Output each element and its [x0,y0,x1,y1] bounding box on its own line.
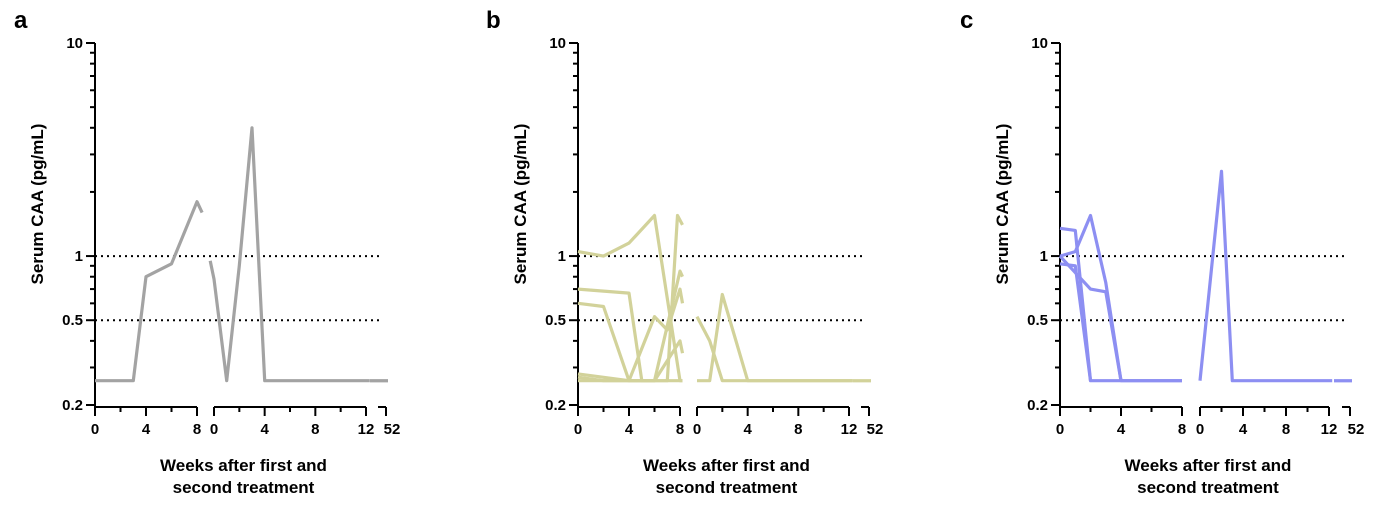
x-axis-label: Weeks after first and [160,456,327,475]
x-tick-label: 0 [1196,421,1204,438]
y-tick-label: 0.5 [1027,312,1048,329]
series-line [95,200,204,383]
x-axis-label: Weeks after first and [1125,456,1292,475]
x-tick-label: 52 [1348,421,1365,438]
y-tick-label: 10 [66,35,83,52]
x-tick-label: 4 [743,421,752,438]
series-line [1058,255,1123,381]
x-tick-label: 4 [142,421,151,438]
y-tick-label: 0.5 [545,312,566,329]
x-tick-label: 8 [794,421,802,438]
x-tick-label: 4 [260,421,269,438]
x-tick-label: 0 [574,421,582,438]
y-axis-label: Serum CAA (pg/mL) [28,124,47,285]
panel-label: c [960,7,973,34]
x-tick-label: 8 [311,421,319,438]
x-tick-label: 4 [1239,421,1248,438]
x-tick-label: 12 [841,421,858,438]
x-tick-label: 52 [867,421,884,438]
x-tick-label: 8 [1282,421,1290,438]
x-tick-label: 0 [91,421,99,438]
panel-label: b [486,7,501,34]
x-tick-label: 0 [210,421,218,438]
panel-label: a [14,7,28,34]
x-axis-label: second treatment [1137,478,1279,497]
y-axis-label: Serum CAA (pg/mL) [993,124,1012,285]
x-tick-label: 4 [1117,421,1126,438]
x-tick-label: 8 [1178,421,1186,438]
y-tick-label: 1 [75,248,83,265]
x-tick-label: 52 [384,421,401,438]
y-axis-label: Serum CAA (pg/mL) [511,124,530,285]
series-line [695,315,853,383]
x-tick-label: 4 [625,421,634,438]
y-tick-label: 0.2 [545,397,566,414]
series-line [1059,262,1093,381]
x-tick-label: 0 [1056,421,1064,438]
series-line [208,126,370,383]
y-tick-label: 0.2 [62,397,83,414]
x-tick-label: 8 [193,421,201,438]
x-tick-label: 12 [1321,421,1338,438]
x-tick-label: 12 [358,421,375,438]
series-line [697,292,853,383]
x-axis-label: Weeks after first and [643,456,810,475]
x-axis-label: second treatment [656,478,798,497]
x-axis-label: second treatment [173,478,315,497]
series-line [1059,226,1182,383]
y-tick-label: 0.2 [1027,397,1048,414]
x-tick-label: 0 [693,421,701,438]
y-tick-label: 1 [558,248,566,265]
series-line [1059,213,1182,383]
y-tick-label: 1 [1040,248,1048,265]
y-tick-label: 0.5 [62,312,83,329]
x-tick-label: 8 [676,421,684,438]
series-line [1198,169,1333,383]
y-tick-label: 10 [549,35,566,52]
y-tick-label: 10 [1031,35,1048,52]
